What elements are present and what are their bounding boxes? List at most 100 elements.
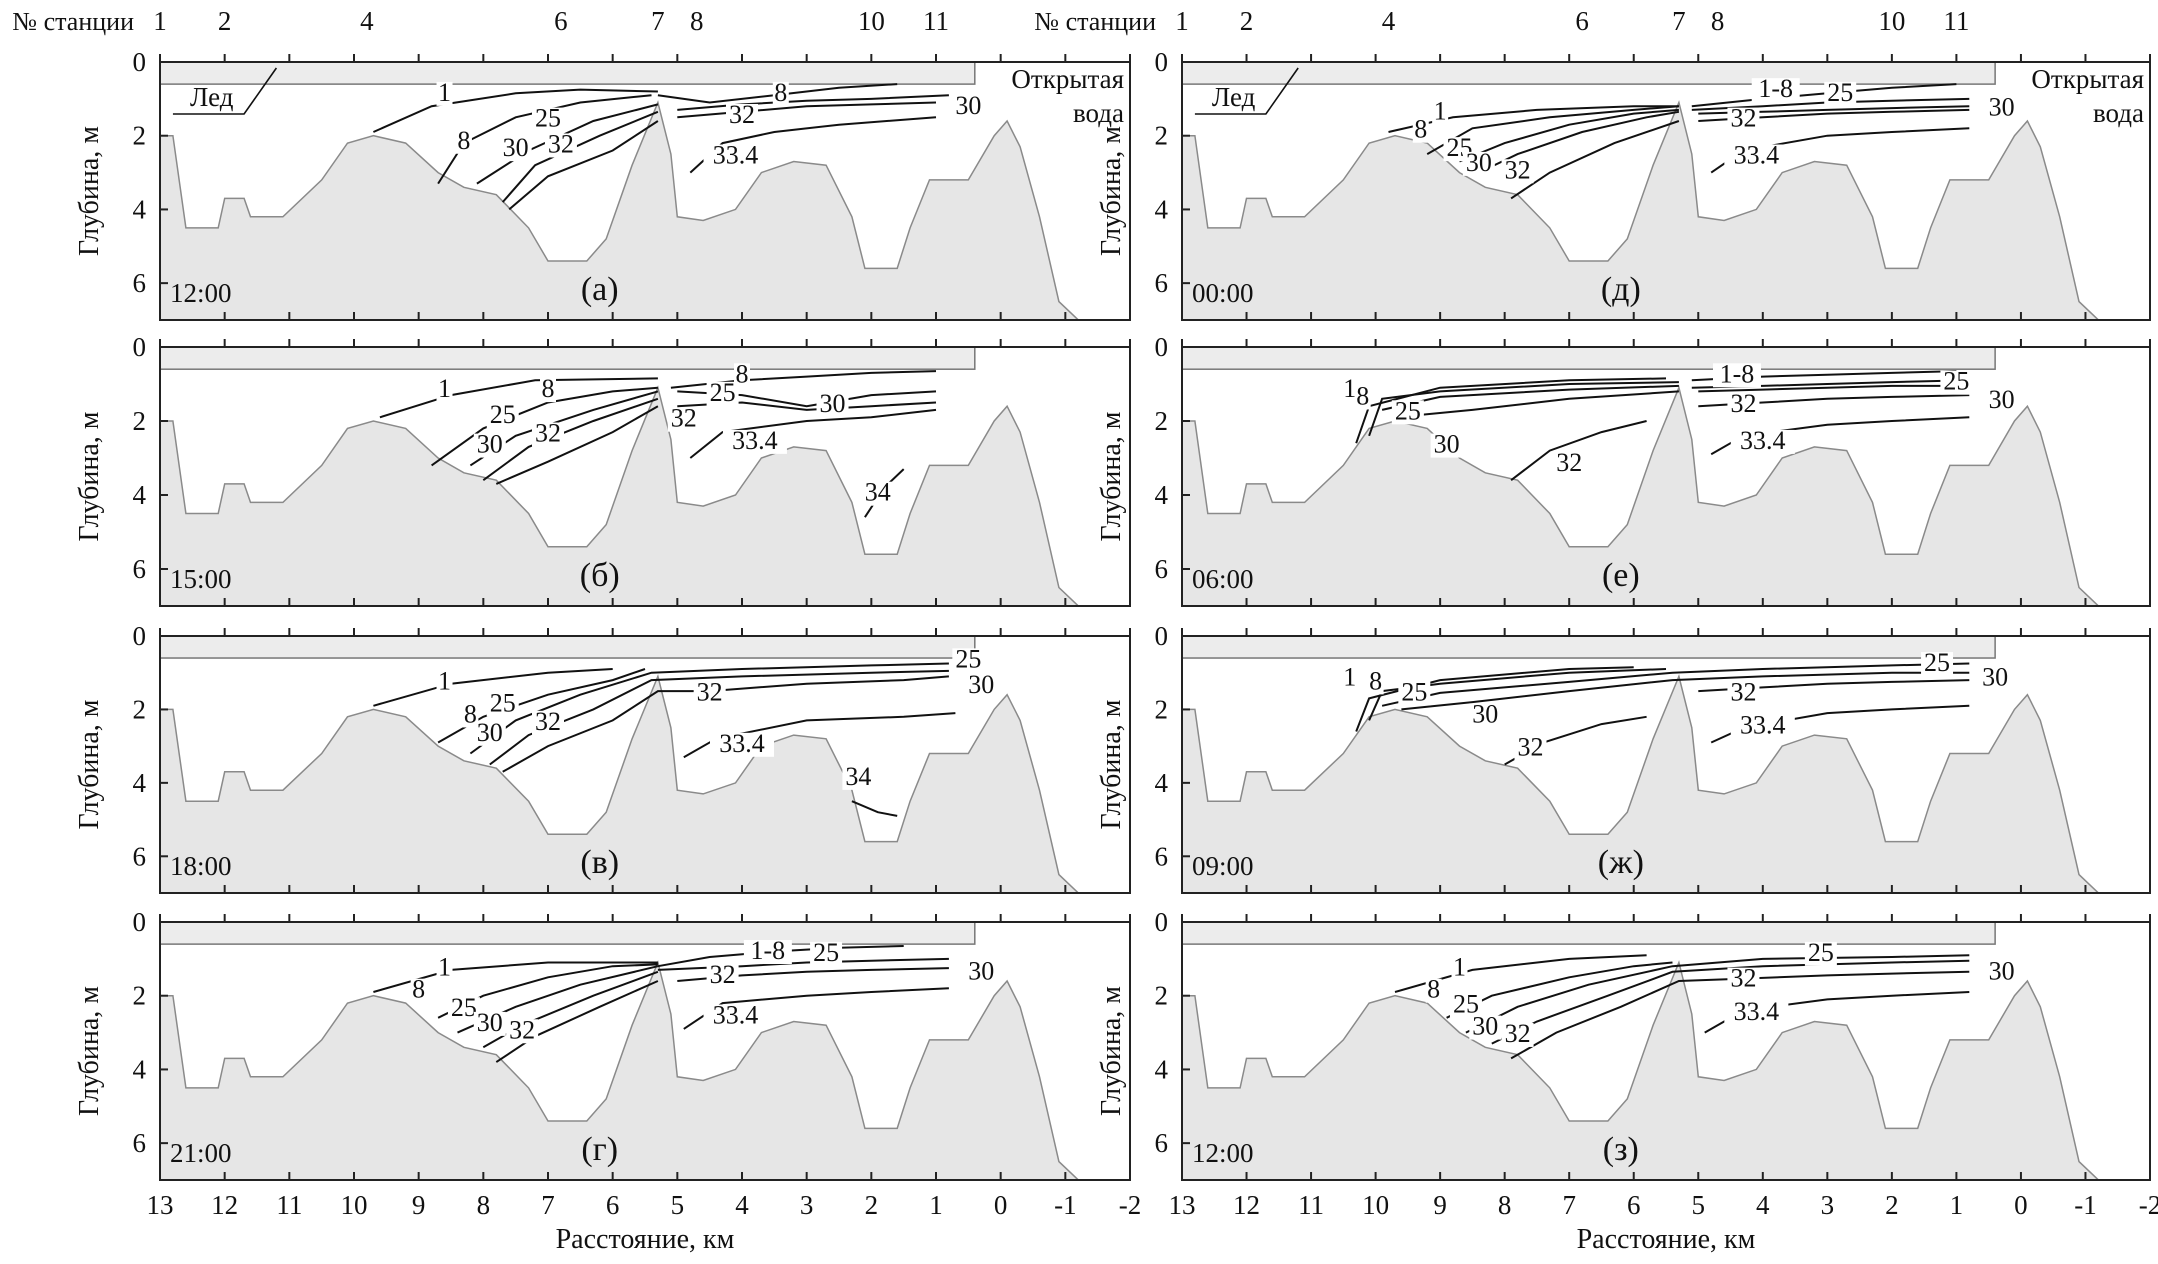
contour-label-bg — [772, 81, 789, 106]
contour-label-bg — [473, 433, 506, 458]
contour-label: 33.4 — [719, 729, 765, 758]
contour-label: 32 — [1505, 155, 1531, 184]
contour-label: 25 — [1943, 367, 1969, 396]
contour-label: 30 — [1989, 93, 2015, 122]
y-tick-label: 0 — [133, 332, 147, 362]
y-tick-label: 6 — [1155, 841, 1169, 871]
contour-label-bg — [1501, 159, 1534, 184]
isoline-30 — [482, 970, 659, 1049]
isoline-25 — [1381, 384, 1679, 411]
y-tick-label: 0 — [133, 621, 147, 651]
y-axis-label: Глубина, м — [1096, 411, 1127, 541]
contour-label-bg — [532, 107, 564, 132]
x-tick-label: 3 — [800, 1190, 814, 1220]
contour-label-bg — [861, 481, 894, 506]
contour-label-bg — [816, 392, 849, 417]
contour-label-bg — [436, 378, 453, 403]
contour-label: 30 — [1472, 1012, 1498, 1041]
contour-label-bg — [952, 94, 985, 119]
y-tick-label: 4 — [133, 768, 147, 798]
ice-label: Лед — [190, 82, 234, 112]
y-tick-label: 2 — [133, 694, 147, 724]
seabed-profile — [1182, 674, 2100, 893]
contour-label: 32 — [1730, 677, 1756, 706]
y-tick-label: 6 — [1155, 268, 1169, 298]
contour-label: 32 — [671, 404, 697, 433]
contour-label-bg — [1727, 392, 1760, 417]
contour-label-bg — [1724, 144, 1789, 169]
contour-label: 1-8 — [1758, 74, 1793, 103]
isoline-30 — [1698, 384, 1970, 393]
contour-label: 30 — [1989, 956, 2015, 985]
y-tick-label: 2 — [133, 121, 147, 151]
isoline-34 — [851, 800, 898, 817]
contour-label-bg — [1412, 118, 1429, 143]
station-label: 7 — [1672, 6, 1686, 36]
contour-label-bg — [1391, 400, 1424, 425]
contour-label: 8 — [464, 699, 477, 728]
contour-label-bg — [544, 133, 577, 158]
x-tick-label: 7 — [1562, 1190, 1576, 1220]
contour-label: 25 — [955, 644, 981, 673]
contour-label-bg — [1514, 736, 1547, 761]
y-tick-label: 6 — [133, 554, 147, 584]
panel-frame — [159, 346, 1131, 607]
contour-label-bg — [1804, 941, 1837, 966]
panel-letter: (а) — [581, 271, 619, 308]
contour-label: 32 — [710, 960, 736, 989]
contour-label: 1 — [1343, 374, 1356, 403]
panel-time: 15:00 — [170, 564, 232, 594]
contour-label-bg — [810, 941, 843, 966]
contour-label: 30 — [1434, 430, 1460, 459]
contour-label-bg — [1730, 714, 1795, 739]
contour-label-bg — [1730, 429, 1795, 454]
contour-label: 32 — [535, 419, 561, 448]
x-tick-label: 6 — [1627, 1190, 1641, 1220]
panel-frame — [159, 921, 1131, 1181]
contour-label: 1-8 — [751, 936, 786, 965]
contour-label: 8 — [736, 359, 749, 388]
ice-cover — [1182, 636, 1996, 659]
station-label: 11 — [923, 6, 949, 36]
x-tick-label: 3 — [1821, 1190, 1835, 1220]
x-tick-label: 5 — [671, 1190, 685, 1220]
seabed-profile — [1182, 385, 2100, 606]
isoline-32 — [508, 120, 659, 211]
contour-label: 8 — [1414, 115, 1427, 144]
x-axis-label: Расстояние, км — [1577, 1224, 1756, 1255]
contour-label: 25 — [1453, 989, 1479, 1018]
contour-label-bg — [1985, 960, 2018, 985]
contour-label-bg — [1367, 670, 1384, 695]
contour-label: 1 — [438, 666, 451, 695]
ice-label-leader — [1194, 67, 1299, 115]
station-label: 6 — [1575, 6, 1589, 36]
ice-cover — [1182, 62, 1996, 85]
panel-letter: (б) — [580, 557, 620, 594]
contour-label: 30 — [1982, 663, 2008, 692]
ice-label-leader — [172, 67, 278, 115]
station-label: 4 — [360, 6, 374, 36]
y-tick-label: 0 — [1155, 907, 1169, 937]
contour-label-bg — [706, 381, 739, 406]
open-water-label-line1: Открытая — [1011, 64, 1124, 94]
contour-label: 25 — [451, 993, 477, 1022]
contour-label: 30 — [968, 670, 994, 699]
contour-label-bg — [1425, 978, 1442, 1003]
contour-label: 1 — [438, 374, 451, 403]
contour-label: 32 — [1730, 389, 1756, 418]
isoline-30 — [677, 94, 949, 111]
contour-label-bg — [1751, 78, 1800, 103]
contour-label: 25 — [490, 400, 516, 429]
y-tick-label: 2 — [133, 406, 147, 436]
contour-label-bg — [1979, 666, 2012, 691]
contour-label-bg — [703, 144, 768, 169]
seabed-profile — [1182, 100, 2100, 320]
contour-label-bg — [1469, 1015, 1502, 1040]
